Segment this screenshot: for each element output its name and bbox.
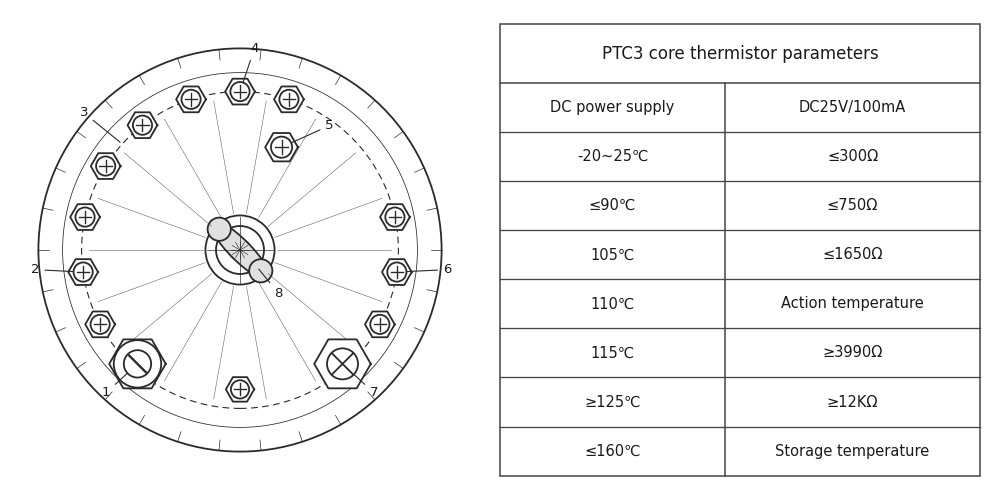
Circle shape <box>91 315 110 334</box>
Circle shape <box>74 262 93 281</box>
Polygon shape <box>128 112 157 138</box>
Text: -20~25℃: -20~25℃ <box>577 149 648 164</box>
Text: DC25V/100mA: DC25V/100mA <box>799 100 906 115</box>
Text: 1: 1 <box>102 366 135 399</box>
Text: ≤90℃: ≤90℃ <box>589 198 636 214</box>
Text: 8: 8 <box>259 269 283 300</box>
Circle shape <box>249 259 272 282</box>
Text: 115℃: 115℃ <box>590 346 635 360</box>
Circle shape <box>208 218 231 241</box>
Polygon shape <box>225 78 255 104</box>
Circle shape <box>96 156 115 176</box>
Text: ≥12KΩ: ≥12KΩ <box>827 394 878 409</box>
Circle shape <box>327 348 358 380</box>
Polygon shape <box>91 153 121 179</box>
Polygon shape <box>380 204 410 230</box>
Polygon shape <box>70 204 100 230</box>
Circle shape <box>370 315 389 334</box>
Text: DC power supply: DC power supply <box>550 100 675 115</box>
Circle shape <box>385 208 405 227</box>
Text: ≤160℃: ≤160℃ <box>584 444 641 458</box>
Circle shape <box>230 82 250 101</box>
Ellipse shape <box>210 220 270 280</box>
Circle shape <box>279 90 299 109</box>
Text: 4: 4 <box>241 42 259 89</box>
Circle shape <box>181 90 201 109</box>
Circle shape <box>75 208 95 227</box>
Text: ≥3990Ω: ≥3990Ω <box>822 346 883 360</box>
Text: ≤1650Ω: ≤1650Ω <box>822 248 883 262</box>
Text: PTC3 core thermistor parameters: PTC3 core thermistor parameters <box>602 45 878 63</box>
Circle shape <box>231 380 249 398</box>
Text: 105℃: 105℃ <box>590 248 635 262</box>
Text: 2: 2 <box>31 263 80 276</box>
Circle shape <box>124 350 151 378</box>
Polygon shape <box>314 340 371 388</box>
Polygon shape <box>382 259 412 285</box>
Text: Action temperature: Action temperature <box>781 296 924 312</box>
Text: ≤300Ω: ≤300Ω <box>827 149 878 164</box>
Text: Storage temperature: Storage temperature <box>775 444 930 458</box>
Text: 110℃: 110℃ <box>590 296 635 312</box>
Circle shape <box>133 116 152 135</box>
Text: 5: 5 <box>284 119 334 146</box>
Text: ≥125℃: ≥125℃ <box>584 394 641 409</box>
Polygon shape <box>68 259 98 285</box>
Polygon shape <box>85 312 115 338</box>
Polygon shape <box>226 377 254 402</box>
Polygon shape <box>265 133 298 162</box>
Circle shape <box>387 262 406 281</box>
Polygon shape <box>274 86 304 112</box>
Polygon shape <box>365 312 395 338</box>
Polygon shape <box>176 86 206 112</box>
Text: 7: 7 <box>345 366 378 399</box>
Text: 6: 6 <box>400 263 451 276</box>
Circle shape <box>271 136 292 158</box>
Text: ≤750Ω: ≤750Ω <box>827 198 878 214</box>
Text: 3: 3 <box>80 106 120 142</box>
Polygon shape <box>109 340 166 388</box>
